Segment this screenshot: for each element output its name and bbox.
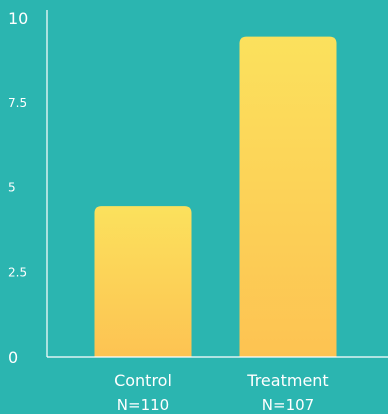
y-tick-label: 10 (8, 9, 28, 28)
y-tick-labels: 0 2.5 5 7.5 10 (8, 9, 28, 367)
bar-control (94, 206, 192, 357)
y-tick-label: 0 (8, 348, 18, 367)
y-tick-label: 2.5 (8, 265, 27, 279)
y-tick-label: 7.5 (8, 96, 27, 110)
y-tick-label: 5 (8, 181, 16, 195)
x-category-labels: Control N=110 Treatment N=107 (114, 371, 329, 414)
x-category-label: Treatment (246, 371, 328, 390)
x-category-sample-size: N=107 (262, 396, 314, 414)
x-category-sample-size: N=110 (117, 396, 169, 414)
bars-layer (94, 36, 337, 358)
x-category-label: Control (114, 371, 172, 390)
bar-treatment (239, 36, 337, 358)
